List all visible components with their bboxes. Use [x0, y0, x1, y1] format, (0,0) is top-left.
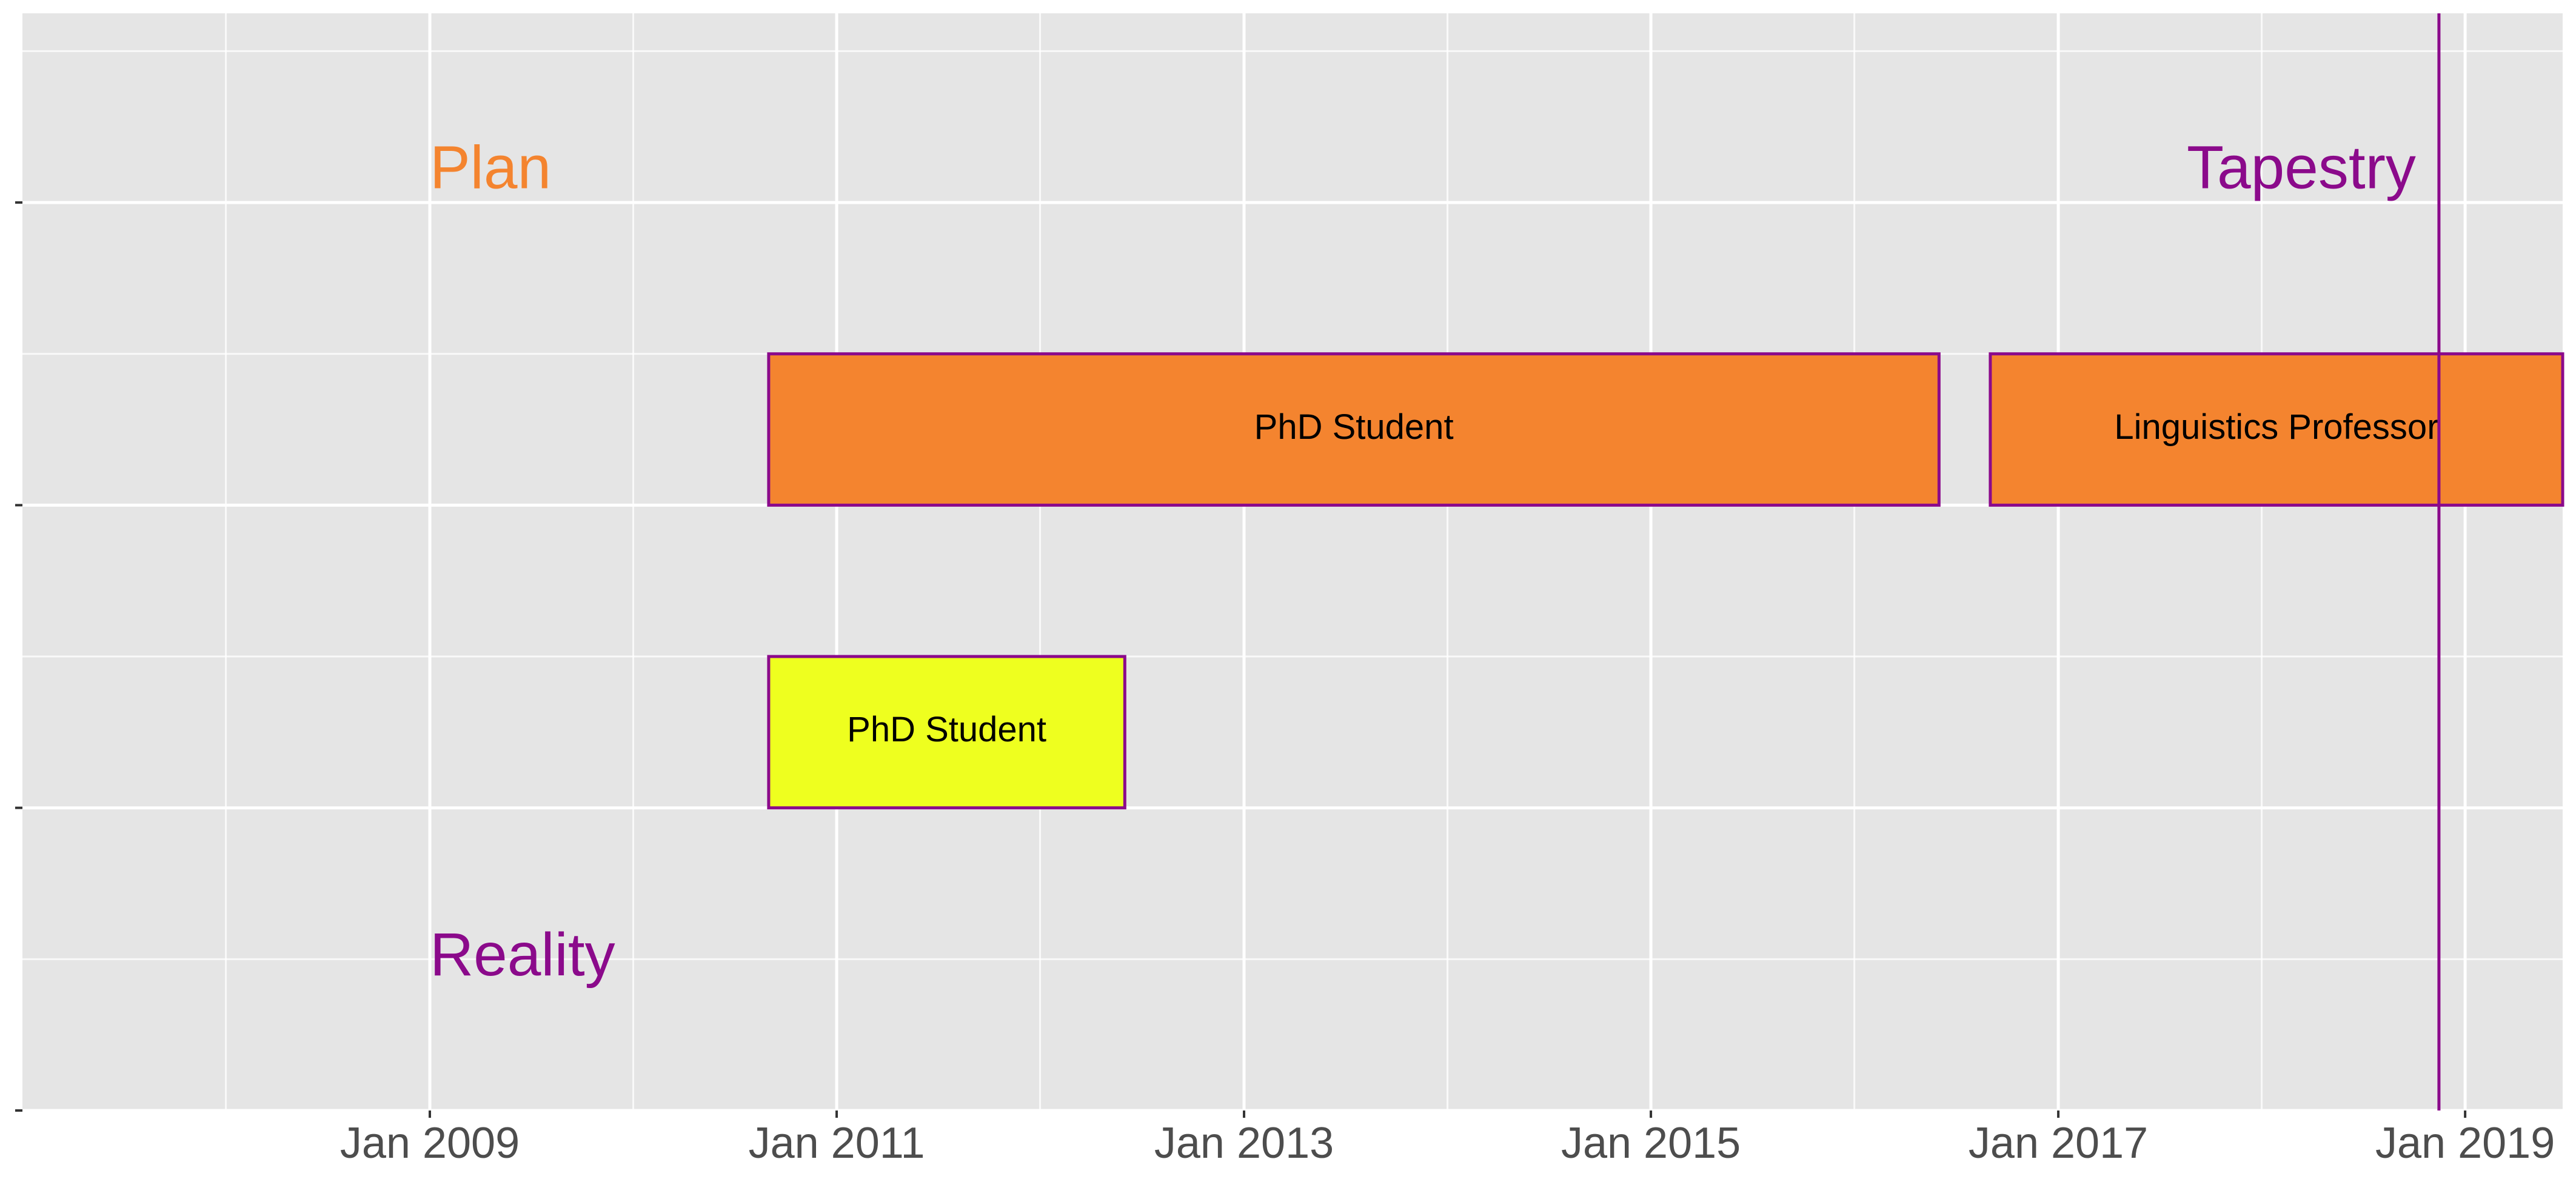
x-tick-label: Jan 2011 [749, 1119, 925, 1167]
x-tick-label: Jan 2009 [340, 1119, 520, 1167]
bar-label: PhD Student [847, 710, 1046, 749]
x-tick-label: Jan 2019 [2375, 1119, 2555, 1167]
x-tick-label: Jan 2015 [1561, 1119, 1741, 1167]
annotations: Plan Tapestry Reality [430, 134, 2416, 989]
y-axis-ticks [15, 201, 22, 1112]
timeline-bars: PhD Student Linguistics Professor PhD Stud… [767, 352, 2564, 810]
bar-label: Linguistics Professor [2114, 407, 2438, 447]
annotation-text: Reality [430, 921, 615, 989]
x-axis-ticks: Jan 2009 Jan 2011 Jan 2013 Jan 2015 Jan 2017… [340, 1111, 2555, 1167]
timeline-bar [767, 655, 1126, 810]
x-tick-label: Jan 2013 [1154, 1119, 1334, 1167]
x-tick-label: Jan 2017 [1969, 1119, 2148, 1167]
annotation-text: Tapestry [2187, 134, 2416, 202]
plot-panel [22, 13, 2563, 1111]
timeline-bar [1989, 352, 2564, 507]
timeline-bar [767, 352, 1941, 507]
bar-label: PhD Student [1254, 407, 1454, 447]
annotation-text: Plan [430, 134, 551, 202]
